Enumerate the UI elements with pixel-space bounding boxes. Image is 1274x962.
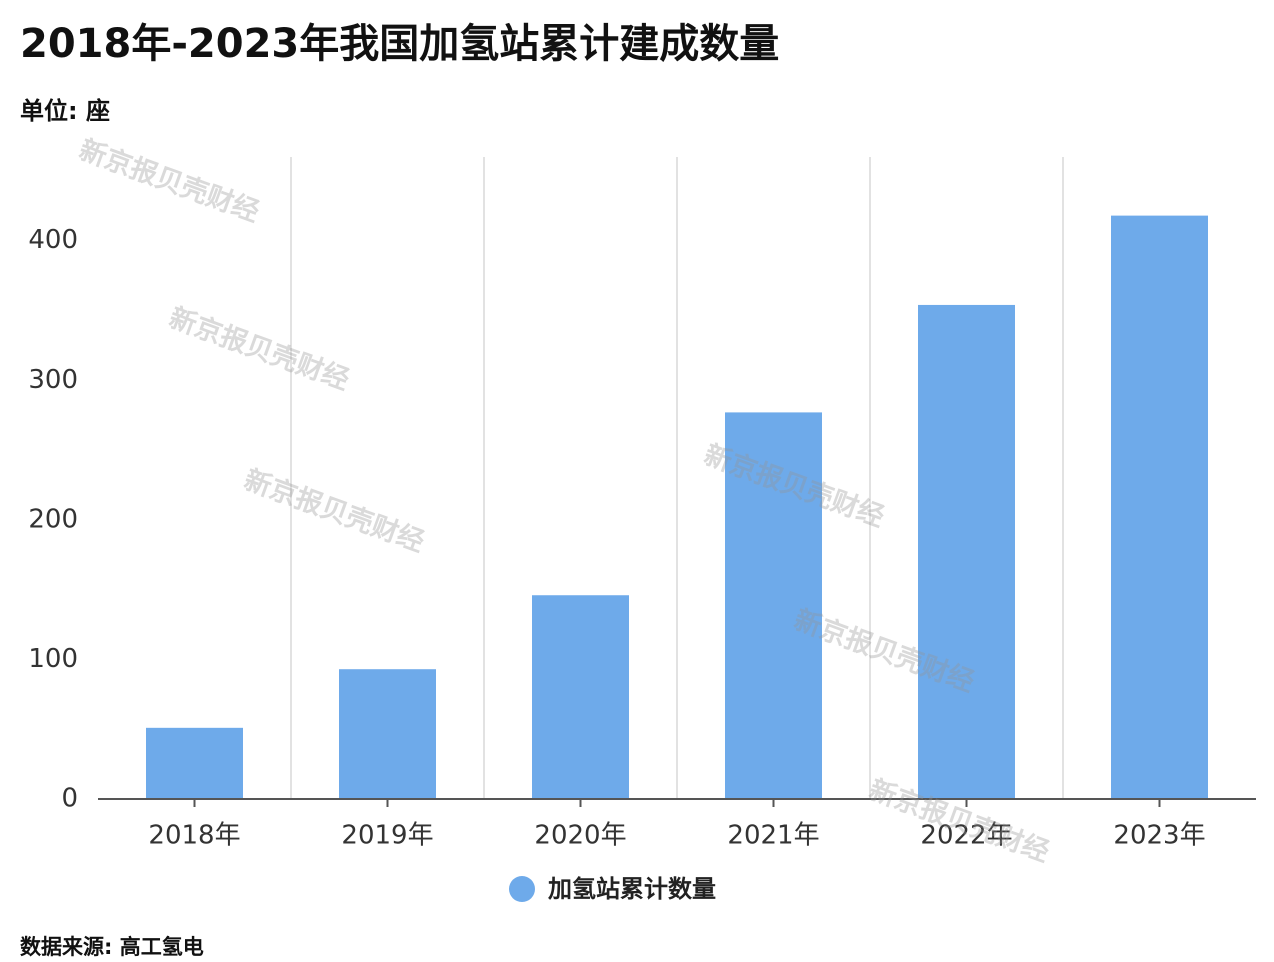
source-note: 数据来源: 高工氢电 xyxy=(20,935,204,959)
x-tick-label: 2020年 xyxy=(534,821,626,851)
y-tick-label: 0 xyxy=(61,784,78,814)
watermark: 新京报贝壳财经 xyxy=(75,134,264,229)
x-tick-label: 2018年 xyxy=(148,821,240,851)
bar xyxy=(532,595,629,799)
watermark: 新京报贝壳财经 xyxy=(165,302,354,397)
chart-title: 2018年-2023年我国加氢站累计建成数量 xyxy=(20,21,779,67)
bar xyxy=(725,412,822,799)
x-tick-label: 2021年 xyxy=(727,821,819,851)
bar xyxy=(339,669,436,799)
y-tick-label: 100 xyxy=(28,644,78,674)
legend-marker xyxy=(509,876,535,902)
y-tick-label: 200 xyxy=(28,504,78,534)
y-tick-label: 300 xyxy=(28,365,78,395)
x-tick-label: 2022年 xyxy=(920,821,1012,851)
watermark: 新京报贝壳财经 xyxy=(240,464,429,559)
legend-label: 加氢站累计数量 xyxy=(548,875,716,903)
bar xyxy=(918,304,1015,799)
x-tick-label: 2019年 xyxy=(341,821,433,851)
bar xyxy=(146,727,243,799)
y-tick-label: 400 xyxy=(28,225,78,255)
x-tick-label: 2023年 xyxy=(1113,821,1205,851)
bar xyxy=(1111,215,1208,800)
chart-subtitle: 单位: 座 xyxy=(20,97,110,125)
